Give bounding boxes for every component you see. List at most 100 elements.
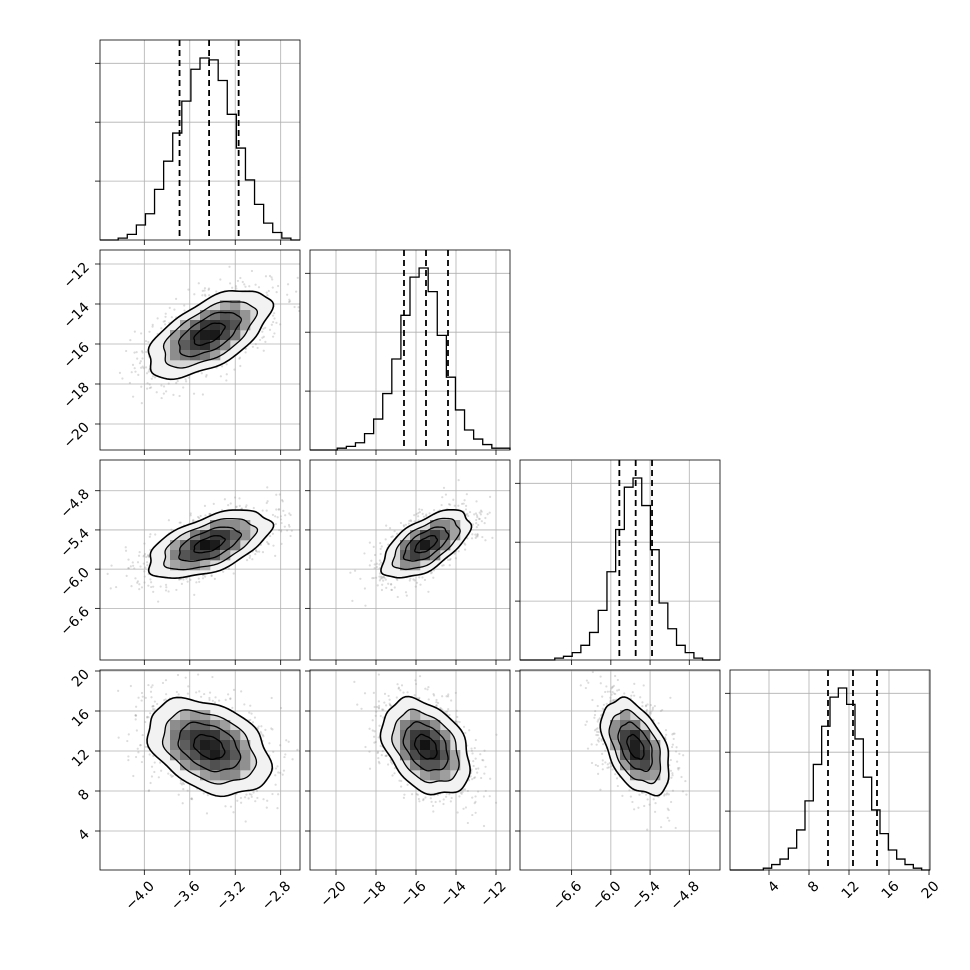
- contour-line: [402, 721, 449, 772]
- scatter-point: [225, 379, 228, 382]
- scatter-point: [353, 569, 357, 572]
- scatter-point: [267, 289, 270, 293]
- scatter-point: [250, 712, 253, 715]
- density-cell: [620, 750, 631, 761]
- density-cell: [640, 760, 651, 771]
- scatter-point: [409, 519, 412, 522]
- scatter-point: [265, 806, 268, 809]
- density-cell: [230, 330, 241, 341]
- scatter-point: [153, 700, 157, 703]
- density-cell: [410, 720, 421, 731]
- scatter-point: [265, 501, 268, 505]
- scatter-point: [199, 695, 203, 698]
- scatter-point: [185, 577, 188, 580]
- scatter-point: [671, 772, 674, 775]
- scatter-point: [383, 692, 387, 695]
- scatter-point: [439, 706, 442, 710]
- scatter-point: [466, 821, 469, 825]
- xtick-label: −14: [437, 878, 469, 910]
- scatter-point: [241, 280, 244, 284]
- scatter-panel-p3-p4: −6.6 −6.0 −5.4 −4.8: [515, 669, 721, 914]
- scatter-p1-p4-frame: [99, 669, 301, 871]
- scatter-point: [444, 710, 447, 714]
- scatter-point: [633, 808, 636, 811]
- scatter-point: [678, 752, 681, 755]
- density-cell: [400, 740, 411, 751]
- scatter-point: [666, 792, 669, 795]
- density-cell: [210, 720, 221, 731]
- scatter-point: [140, 691, 144, 695]
- density-cell: [430, 760, 441, 771]
- scatter-point: [193, 593, 196, 596]
- scatter-point: [276, 284, 280, 288]
- scatter-point: [150, 686, 153, 689]
- scatter-point: [225, 363, 228, 366]
- scatter-point: [609, 690, 612, 693]
- scatter-point: [378, 579, 381, 582]
- scatter-point: [185, 380, 188, 383]
- scatter-point: [265, 291, 268, 294]
- scatter-point: [238, 357, 241, 360]
- scatter-point: [457, 504, 460, 507]
- hist-bars-p4: [730, 687, 930, 871]
- scatter-point: [396, 595, 399, 599]
- hist-bars-p3: [520, 477, 720, 661]
- scatter-point: [449, 557, 452, 561]
- scatter-p2-p4-frame: [309, 669, 511, 871]
- density-cell: [430, 750, 441, 761]
- scatter-point: [266, 486, 269, 489]
- scatter-point: [422, 799, 425, 802]
- scatter-point: [179, 521, 182, 524]
- scatter-point: [669, 800, 673, 804]
- scatter-point: [587, 681, 590, 684]
- scatter-point: [384, 538, 387, 541]
- scatter-point: [644, 705, 648, 708]
- scatter-point: [604, 749, 607, 752]
- scatter-point: [371, 729, 374, 732]
- density-cell: [180, 330, 191, 341]
- scatter-point: [468, 510, 472, 514]
- scatter-point: [136, 747, 139, 750]
- scatter-point: [612, 684, 616, 687]
- scatter-point: [684, 779, 687, 783]
- scatter-point: [473, 746, 476, 750]
- scatter-point: [150, 585, 153, 589]
- scatter-point: [144, 696, 147, 699]
- scatter-point: [402, 524, 405, 527]
- scatter-point: [464, 543, 467, 546]
- scatter-point: [379, 547, 382, 551]
- scatter-point: [376, 750, 380, 753]
- scatter-point: [447, 693, 450, 696]
- density-cell: [440, 730, 451, 741]
- scatter-point: [201, 289, 204, 292]
- scatter-point: [484, 516, 487, 520]
- scatter-point: [147, 789, 151, 792]
- xtick-label: −4.8: [668, 878, 703, 913]
- scatter-point: [614, 674, 617, 678]
- contour-line: [163, 517, 259, 571]
- scatter-point: [213, 701, 217, 704]
- scatter-point: [410, 520, 413, 523]
- density-cell: [180, 540, 191, 551]
- scatter-point: [229, 805, 233, 808]
- scatter-point: [144, 720, 147, 724]
- scatter-point: [213, 577, 216, 581]
- scatter-point: [150, 581, 153, 584]
- scatter-point: [231, 286, 234, 289]
- scatter-point: [643, 804, 646, 808]
- scatter-point: [421, 576, 424, 579]
- density-cell: [210, 330, 221, 341]
- scatter-point: [140, 402, 143, 405]
- density-cell: [400, 560, 411, 571]
- scatter-point: [462, 502, 465, 505]
- scatter-point: [593, 729, 597, 732]
- scatter-point: [368, 541, 371, 544]
- scatter-point: [376, 584, 379, 587]
- scatter-point: [227, 503, 230, 507]
- scatter-point: [606, 763, 609, 766]
- scatter-point: [377, 700, 381, 703]
- density-cell: [230, 520, 241, 531]
- density-cell: [190, 750, 201, 761]
- scatter-point: [144, 745, 147, 748]
- scatter-point: [377, 760, 380, 764]
